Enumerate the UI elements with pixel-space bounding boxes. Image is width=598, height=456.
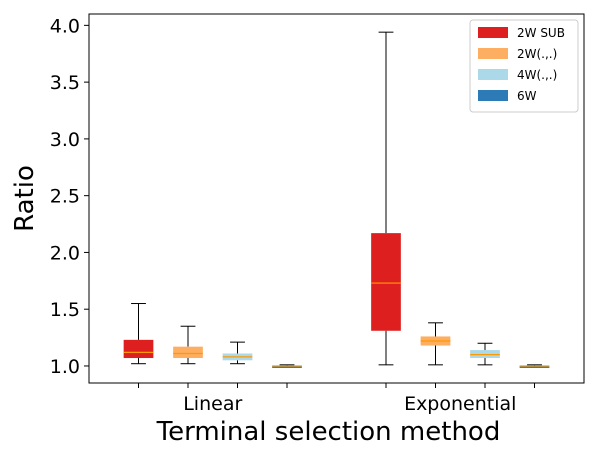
plot-frame — [88, 13, 585, 384]
box-body — [519, 365, 550, 368]
box-2W(.,.)-Exponential — [420, 322, 451, 366]
legend-swatch — [478, 48, 508, 59]
box-2W SUB-Exponential — [371, 31, 401, 366]
y-tick-label: 1.5 — [50, 299, 80, 321]
x-axis: Linear Exponential — [138, 383, 535, 415]
y-tick-label: 1.0 — [50, 356, 80, 378]
legend-label: 4W(.,.) — [517, 68, 557, 82]
box-2W(.,.)-Linear — [173, 325, 203, 365]
legend-label: 2W SUB — [517, 26, 565, 40]
box-body — [371, 233, 401, 331]
legend-label: 6W — [517, 89, 537, 103]
box-6W-Linear — [272, 364, 302, 368]
box-4W(.,.)-Exponential — [470, 342, 500, 366]
y-tick-label: 2.5 — [50, 186, 80, 208]
y-tick-label: 3.5 — [50, 72, 80, 94]
y-tick-label: 4.0 — [50, 15, 80, 37]
legend-swatch — [478, 27, 508, 38]
box-body — [123, 339, 154, 359]
x-group-label: Exponential — [404, 393, 516, 415]
legend-frame — [469, 19, 579, 113]
legend-label: 2W(.,.) — [517, 47, 557, 61]
box-4W(.,.)-Linear — [222, 341, 253, 365]
legend-swatch — [478, 69, 508, 80]
box-body — [173, 346, 203, 359]
y-tick-label: 2.0 — [50, 242, 80, 264]
y-tick-label: 3.0 — [50, 129, 80, 151]
legend-swatch — [478, 90, 508, 101]
box-2W SUB-Linear — [123, 303, 154, 365]
x-axis-title: Terminal selection method — [156, 417, 501, 447]
x-group-label: Linear — [183, 393, 242, 415]
legend: 2W SUB 2W(.,.) 4W(.,.) 6W — [469, 19, 579, 113]
box-6W-Exponential — [519, 364, 550, 368]
box-body — [272, 365, 302, 368]
y-axis: 1.0 1.5 2.0 2.5 3.0 3.5 4.0 — [50, 15, 89, 378]
boxes-layer — [123, 31, 550, 368]
y-axis-title: Ratio — [10, 165, 40, 232]
